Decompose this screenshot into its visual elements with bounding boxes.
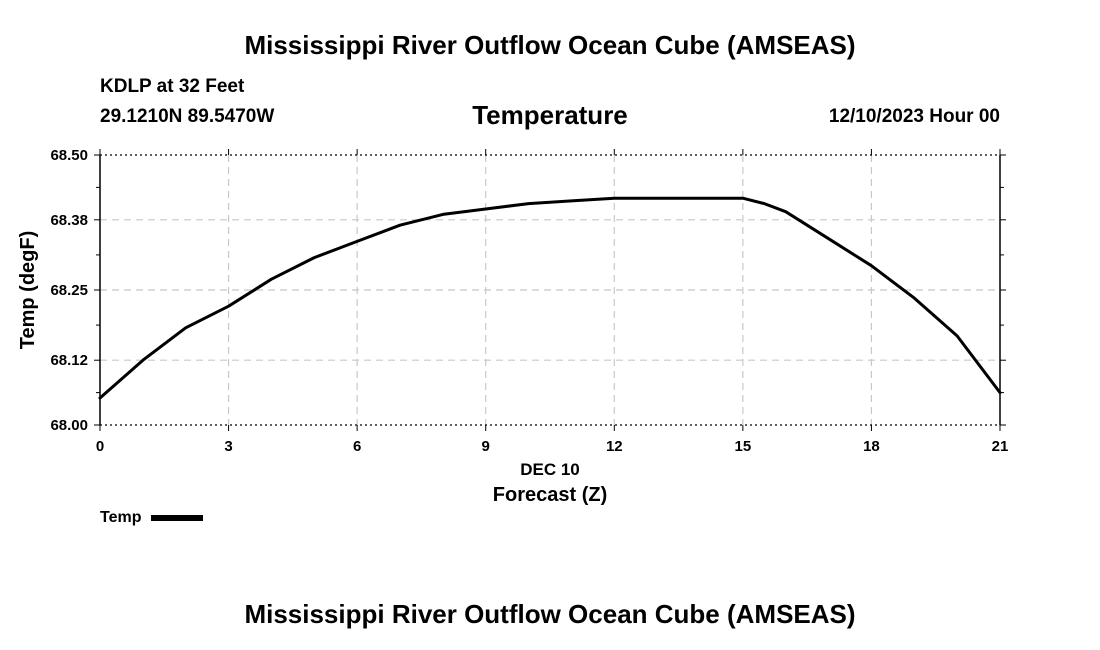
x-tick-label: 9 bbox=[482, 438, 490, 455]
temp-series-line bbox=[98, 196, 1002, 400]
x-tick-label: 0 bbox=[96, 438, 104, 455]
footer-title: Mississippi River Outflow Ocean Cube (AM… bbox=[244, 599, 856, 629]
variable-title: Temperature bbox=[472, 100, 628, 130]
x-tick-label: 6 bbox=[353, 438, 361, 455]
y-tick-label: 68.50 bbox=[50, 147, 88, 164]
y-tick-label: 68.00 bbox=[50, 417, 88, 434]
y-tick-label: 68.12 bbox=[50, 352, 88, 369]
x-tick-label: 3 bbox=[224, 438, 232, 455]
x-tick-label: 21 bbox=[992, 438, 1009, 455]
y-axis-title: Temp (degF) bbox=[17, 231, 39, 350]
legend-label: Temp bbox=[100, 509, 142, 526]
x-tick-label: 18 bbox=[863, 438, 880, 455]
y-tick-label: 68.38 bbox=[50, 212, 88, 229]
station-label: KDLP at 32 Feet bbox=[100, 76, 245, 97]
coordinates-label: 29.1210N 89.5470W bbox=[100, 106, 275, 127]
y-tick-label: 68.25 bbox=[50, 282, 88, 299]
legend-line-swatch bbox=[151, 515, 204, 521]
x-tick-label: 15 bbox=[735, 438, 752, 455]
x-tick-label: 12 bbox=[606, 438, 623, 455]
forecast-datetime: 12/10/2023 Hour 00 bbox=[828, 106, 1000, 127]
x-axis-title: Forecast (Z) bbox=[493, 484, 607, 506]
x-axis-date-label: DEC 10 bbox=[520, 460, 580, 479]
legend: Temp bbox=[100, 509, 204, 527]
chart-title: Mississippi River Outflow Ocean Cube (AM… bbox=[244, 30, 856, 60]
